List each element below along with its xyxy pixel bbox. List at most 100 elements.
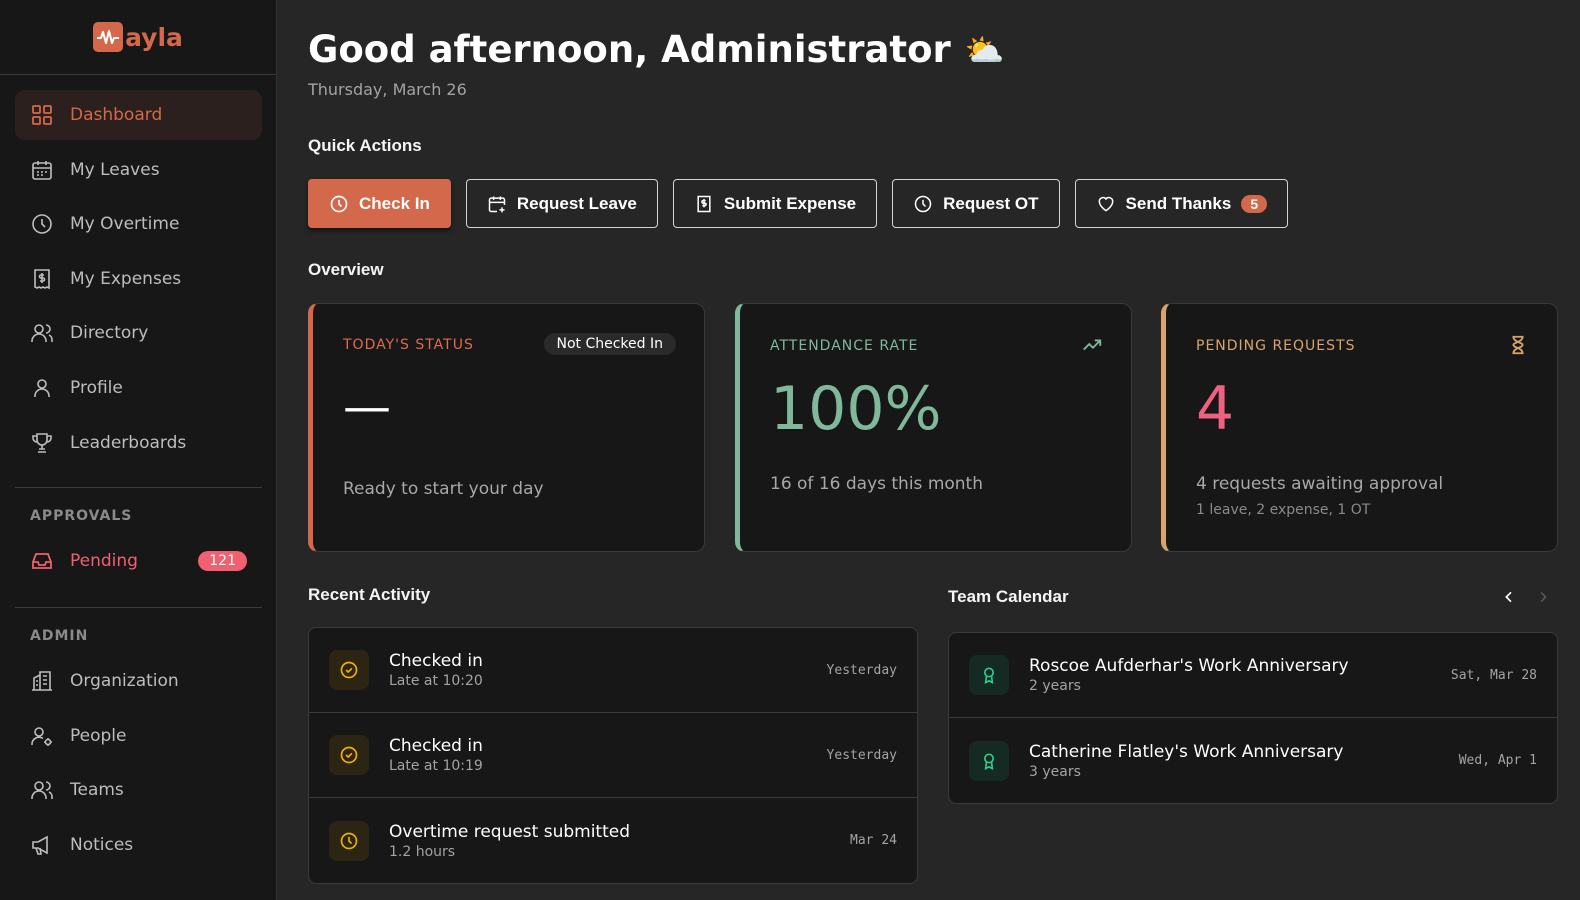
attendance-value: 100% [770, 374, 942, 444]
item-desc: 3 years [1029, 763, 1081, 780]
team-calendar-title: Team Calendar [948, 587, 1069, 606]
item-desc: Late at 10:20 [389, 673, 483, 689]
heart-icon [1098, 196, 1113, 212]
item-title: Overtime request submitted [389, 821, 631, 842]
sidebar-item-dashboard[interactable]: Dashboard [15, 90, 262, 140]
sidebar-item-organization[interactable]: Organization [15, 656, 262, 706]
item-time: Yesterday [826, 662, 897, 678]
sidebar-item-leaderboards[interactable]: Leaderboards [15, 418, 262, 468]
label: Request OT [943, 193, 1039, 213]
list-item[interactable]: Catherine Flatley's Work Anniversary 3 ye… [949, 718, 1557, 803]
weather-icon: ⛅ [964, 30, 1005, 69]
status-badge: Not Checked In [543, 333, 676, 355]
label: Request Leave [516, 193, 637, 213]
thanks-count-badge: 5 [1241, 194, 1268, 213]
user-cog-icon [31, 726, 52, 746]
status-value: — [343, 379, 391, 435]
main-nav: Dashboard My Leaves My Overtime My Expen… [15, 90, 262, 472]
page-title: Good afternoon, Administrator ⛅ [308, 28, 1005, 71]
users-icon [31, 781, 53, 800]
sidebar-item-notices[interactable]: Notices [15, 820, 262, 870]
users-icon [31, 324, 53, 343]
sidebar-item-my-leaves[interactable]: My Leaves [15, 145, 262, 195]
section-title-admin: ADMIN [30, 628, 89, 644]
list-item[interactable]: Overtime request submitted 1.2 hours Mar 2… [309, 798, 917, 883]
recent-activity-title: Recent Activity [308, 585, 431, 604]
hourglass-icon [1512, 335, 1524, 355]
check-in-button[interactable]: Check In [308, 179, 451, 228]
item-date: Sat, Mar 28 [1450, 667, 1537, 683]
check-circle-icon [329, 650, 369, 690]
check-circle-icon [329, 735, 369, 775]
item-desc: 2 years [1029, 678, 1081, 694]
submit-expense-button[interactable]: Submit Expense [672, 179, 878, 228]
grid-icon [32, 105, 52, 125]
team-calendar-list: Roscoe Aufderhar's Work Anniversary 2 yea… [948, 632, 1558, 804]
list-item[interactable]: Roscoe Aufderhar's Work Anniversary 2 yea… [949, 633, 1557, 718]
item-title: Checked in [389, 736, 483, 756]
inbox-icon [32, 553, 52, 569]
divider [15, 487, 262, 488]
logo[interactable]: ayla [0, 0, 276, 75]
pending-requests-card: PENDING REQUESTS 4 4 requests awaiting a… [1161, 303, 1558, 552]
building-icon [32, 671, 52, 691]
request-ot-button[interactable]: Request OT [892, 179, 1060, 228]
label: Check In [359, 193, 430, 213]
list-item[interactable]: Checked in Late at 10:19 Yesterday [309, 713, 917, 798]
label: Teams [70, 780, 124, 801]
label: My Expenses [70, 268, 182, 289]
calendar-plus-icon [488, 196, 506, 212]
item-time: Mar 24 [850, 833, 897, 848]
receipt-icon [34, 268, 50, 290]
quick-actions: Check In Request Leave Submit Expense Re… [308, 179, 1289, 228]
item-title: Roscoe Aufderhar's Work Anniversary [1029, 656, 1349, 676]
megaphone-icon [32, 835, 48, 855]
user-icon [34, 379, 50, 397]
recent-activity-list: Checked in Late at 10:20 Yesterday Checked… [308, 627, 918, 884]
label: Submit Expense [723, 193, 857, 213]
brand-name: ayla [125, 22, 183, 52]
label: My Leaves [70, 159, 160, 180]
request-leave-button[interactable]: Request Leave [465, 179, 658, 228]
item-time: Yesterday [826, 747, 897, 763]
trending-up-icon [1083, 339, 1102, 351]
send-thanks-button[interactable]: Send Thanks 5 [1074, 179, 1289, 228]
attendance-sub: 16 of 16 days this month [770, 474, 983, 494]
sidebar-item-teams[interactable]: Teams [15, 765, 262, 815]
label: Organization [70, 671, 179, 691]
greeting: Good afternoon, Administrator [308, 28, 951, 71]
card-label: PENDING REQUESTS [1196, 338, 1356, 354]
list-item[interactable]: Checked in Late at 10:20 Yesterday [309, 628, 917, 713]
pulse-logo-icon [93, 22, 124, 52]
sidebar-item-profile[interactable]: Profile [15, 363, 262, 413]
label: My Overtime [70, 214, 180, 235]
divider [15, 607, 262, 608]
label: Send Thanks [1125, 193, 1232, 213]
clock-icon [330, 195, 348, 212]
item-title: Catherine Flatley's Work Anniversary [1029, 741, 1344, 762]
section-title-approvals: APPROVALS [30, 508, 133, 524]
sidebar-item-people[interactable]: People [15, 711, 262, 761]
label: Dashboard [70, 105, 163, 125]
label: Notices [70, 834, 134, 855]
current-date: Thursday, March 26 [308, 80, 467, 99]
todays-status-card: TODAY'S STATUS Not Checked In — Ready to… [308, 303, 705, 552]
chevron-left-icon[interactable] [1501, 589, 1517, 605]
sidebar-item-my-overtime[interactable]: My Overtime [15, 199, 262, 249]
sidebar-item-pending[interactable]: Pending 121 [15, 536, 262, 586]
status-sub: Ready to start your day [343, 479, 544, 499]
pending-sub: 4 requests awaiting approval [1196, 474, 1444, 494]
item-desc: Late at 10:19 [389, 758, 483, 774]
sidebar-item-directory[interactable]: Directory [15, 308, 262, 358]
pending-detail: 1 leave, 2 expense, 1 OT [1196, 502, 1371, 518]
award-icon [969, 740, 1009, 781]
card-label: ATTENDANCE RATE [770, 338, 919, 354]
calendar-icon [32, 160, 52, 180]
sidebar-item-my-expenses[interactable]: My Expenses [15, 254, 262, 304]
pending-value: 4 [1196, 374, 1235, 444]
chevron-right-icon[interactable] [1535, 589, 1551, 605]
attendance-rate-card: ATTENDANCE RATE 100% 16 of 16 days this … [735, 303, 1132, 552]
label: Leaderboards [70, 432, 187, 453]
label: Pending [70, 551, 138, 571]
quick-actions-title: Quick Actions [308, 136, 422, 155]
